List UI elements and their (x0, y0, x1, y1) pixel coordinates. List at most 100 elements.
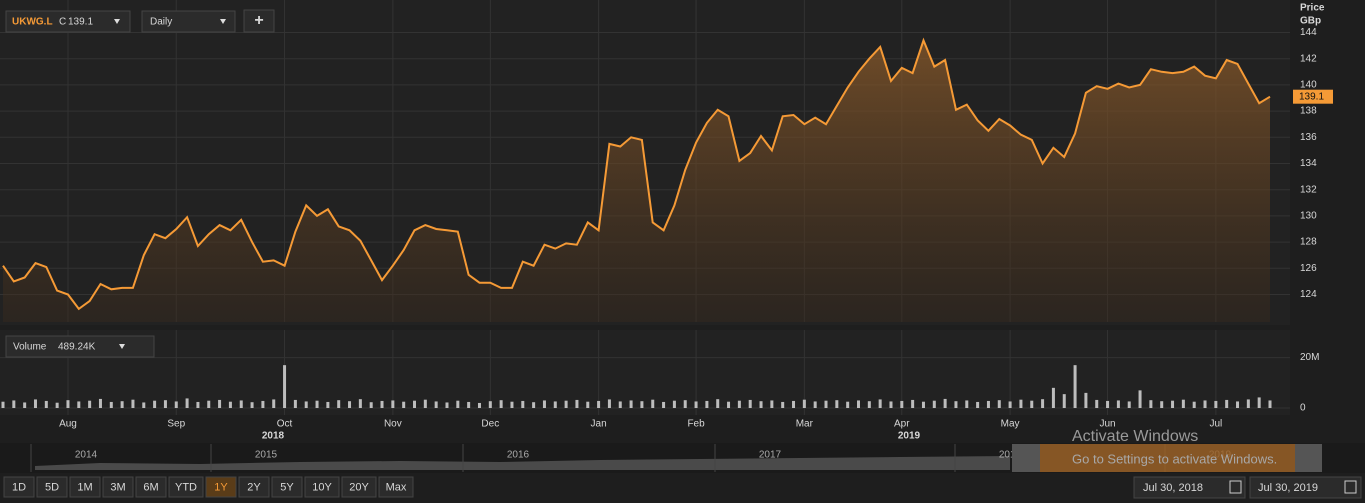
range-button[interactable] (271, 476, 303, 498)
y-tick-label: 132 (1300, 184, 1317, 195)
volume-bar (856, 400, 860, 408)
volume-bar (770, 400, 774, 408)
volume-bar (434, 401, 438, 408)
volume-bar (651, 399, 655, 408)
date-to[interactable]: Jul 30, 2019 (1258, 482, 1318, 494)
volume-bar (358, 399, 362, 408)
range-button[interactable] (135, 476, 167, 498)
x-tick-label: Jul (1209, 419, 1222, 430)
navigator-handle[interactable] (1295, 444, 1322, 472)
volume-bar (1246, 399, 1250, 408)
range-button[interactable] (304, 476, 340, 498)
range-button-label[interactable]: 1Y (214, 481, 228, 493)
volume-bar (640, 401, 644, 408)
add-icon[interactable]: + (254, 12, 263, 29)
volume-bar (12, 400, 16, 408)
calendar-icon[interactable] (1229, 480, 1242, 494)
navigator-handle[interactable] (1012, 444, 1040, 472)
watermark-text: Go to Settings to activate Windows. (1072, 451, 1277, 466)
volume-bar (607, 399, 611, 408)
range-button-label[interactable]: 6M (143, 481, 158, 493)
range-button-label[interactable]: 5D (45, 481, 59, 493)
volume-bar (748, 399, 752, 408)
symbol[interactable]: UKWG.L (12, 17, 53, 28)
volume-bar (1008, 401, 1012, 408)
range-button[interactable] (168, 476, 204, 498)
volume-bar (997, 400, 1001, 408)
y-tick-label: 130 (1300, 211, 1317, 222)
volume-bar (965, 400, 969, 408)
volume-bar (911, 399, 915, 408)
volume-bar (759, 401, 763, 408)
volume-bar (943, 398, 947, 408)
y-tick-label: 134 (1300, 158, 1317, 169)
volume-bar (1116, 400, 1120, 408)
range-button-label[interactable]: Max (386, 481, 407, 493)
volume-bar (1095, 399, 1099, 408)
volume-bar (727, 401, 731, 408)
date-from[interactable]: Jul 30, 2018 (1143, 482, 1203, 494)
range-button[interactable] (238, 476, 270, 498)
navigator-year: 2017 (759, 450, 782, 461)
range-button[interactable] (3, 476, 35, 498)
range-button-label[interactable]: 1M (77, 481, 92, 493)
navigator-year: 2016 (507, 450, 530, 461)
interval[interactable]: Daily (150, 17, 172, 28)
volume-bar (921, 401, 925, 408)
volume-bar (315, 400, 319, 408)
volume-bar (1181, 399, 1185, 408)
volume-bar (33, 399, 37, 408)
add-button[interactable] (243, 9, 275, 33)
range-button-label[interactable]: 1D (12, 481, 26, 493)
symbol-box[interactable] (5, 10, 131, 33)
range-button[interactable] (205, 476, 237, 498)
volume-bar (467, 401, 471, 408)
volume-bar (878, 399, 882, 408)
volume-bar (1073, 365, 1077, 408)
y-tick-label: 140 (1300, 80, 1317, 91)
volume-bar (705, 400, 709, 408)
volume-bar (272, 399, 276, 408)
volume-bar (521, 400, 525, 408)
range-button-label[interactable]: 3M (110, 481, 125, 493)
range-button[interactable] (341, 476, 377, 498)
dropdown-arrow (114, 19, 120, 24)
range-button[interactable] (102, 476, 134, 498)
navigator-window[interactable] (1012, 444, 1322, 472)
y-tick-label: 144 (1300, 27, 1317, 38)
volume-box[interactable] (5, 335, 155, 358)
volume-bar (456, 400, 460, 408)
volume-bar (575, 399, 579, 408)
volume-bar (55, 402, 59, 408)
volume-bar (564, 400, 568, 408)
volume-bar (261, 400, 265, 408)
date-to-box[interactable] (1249, 476, 1362, 499)
volume-bar (1160, 401, 1164, 408)
range-button-label[interactable]: YTD (175, 481, 197, 493)
range-button-label[interactable]: 2Y (247, 481, 261, 493)
volume-bar (1030, 400, 1034, 408)
range-button[interactable] (378, 476, 414, 498)
volume-bar (445, 402, 449, 408)
price-line (2, 37, 1271, 311)
x-tick-label: May (1001, 419, 1020, 430)
interval-box[interactable] (141, 10, 236, 33)
price-area (3, 40, 1270, 323)
range-button[interactable] (36, 476, 68, 498)
date-from-box[interactable] (1133, 476, 1246, 499)
volume-bar (413, 400, 417, 408)
range-button-label[interactable]: 20Y (349, 481, 369, 493)
range-button[interactable] (69, 476, 101, 498)
calendar-icon[interactable] (1344, 480, 1357, 494)
range-button-label[interactable]: 10Y (312, 481, 332, 493)
volume-bar (781, 401, 785, 408)
volume-bar (976, 401, 980, 408)
volume-bar (1257, 397, 1261, 408)
volume-bar (337, 400, 341, 408)
x-tick-label: Jan (591, 419, 607, 430)
range-button-label[interactable]: 5Y (280, 481, 294, 493)
plot (1, 37, 1272, 408)
price-axis-title: Price (1300, 3, 1325, 14)
dropdown-arrow (119, 344, 125, 349)
